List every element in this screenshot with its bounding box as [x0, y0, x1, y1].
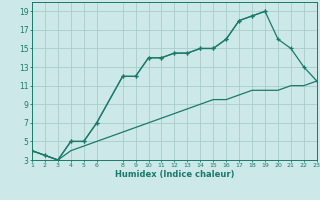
X-axis label: Humidex (Indice chaleur): Humidex (Indice chaleur): [115, 170, 234, 179]
